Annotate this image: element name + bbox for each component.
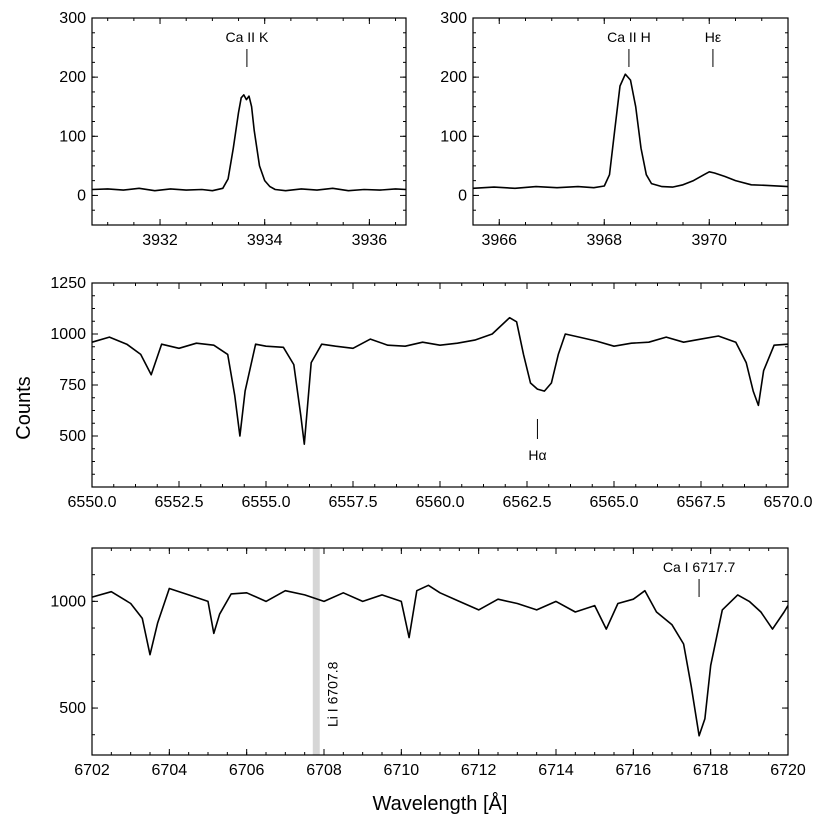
x-tick-label: 6708 bbox=[306, 762, 342, 779]
y-tick-label: 300 bbox=[440, 10, 467, 27]
x-tick-label: 3968 bbox=[586, 232, 622, 249]
panel-h-alpha: 6550.0 6552.5 6555.0 6557.5 6560.0 6562.5 6565… bbox=[50, 275, 812, 511]
x-tick-label: 6716 bbox=[616, 762, 652, 779]
panel-ca-ii-k: 3932 3934 3936 0 100 200 300 Ca II K bbox=[59, 10, 407, 249]
x-tick-label: 6567.5 bbox=[677, 494, 726, 511]
x-tick-label: 6702 bbox=[74, 762, 110, 779]
annotation-label: Ca I 6717.7 bbox=[663, 559, 736, 575]
band-label: Li I 6707.8 bbox=[324, 661, 340, 727]
y-tick-label: 0 bbox=[458, 187, 467, 204]
y-tick-label: 1000 bbox=[50, 326, 86, 343]
y-tick-label: 200 bbox=[59, 69, 86, 86]
y-tick-label: 0 bbox=[77, 187, 86, 204]
y-tick-label: 500 bbox=[59, 700, 86, 717]
x-tick-label: 6706 bbox=[229, 762, 265, 779]
x-tick-label: 3966 bbox=[481, 232, 517, 249]
x-tick-label: 6552.5 bbox=[155, 494, 204, 511]
y-tick-label: 750 bbox=[59, 377, 86, 394]
axes-frame-li-i bbox=[91, 547, 789, 756]
x-tick-label: 6555.0 bbox=[242, 494, 291, 511]
y-tick-label: 300 bbox=[59, 10, 86, 27]
x-tick-label: 6718 bbox=[693, 762, 729, 779]
x-tick-label: 3970 bbox=[691, 232, 727, 249]
y-tick-label: 100 bbox=[440, 128, 467, 145]
x-axis-label: Wavelength [Å] bbox=[373, 792, 508, 815]
y-tick-label: 1000 bbox=[50, 593, 86, 610]
annotation-label: Hε bbox=[705, 29, 721, 45]
x-tick-label: 6557.5 bbox=[329, 494, 378, 511]
band-li-i bbox=[312, 548, 320, 755]
axes-frame-ca-ii-h bbox=[472, 17, 789, 226]
x-tick-label: 6720 bbox=[770, 762, 806, 779]
annotation-label: Hα bbox=[528, 447, 546, 463]
x-tick-label: 6710 bbox=[384, 762, 420, 779]
x-tick-label: 6560.0 bbox=[416, 494, 465, 511]
axes-frame-ca-ii-k bbox=[91, 17, 407, 226]
spectrum-line-li-i bbox=[91, 584, 789, 737]
x-tick-label: 6550.0 bbox=[68, 494, 117, 511]
x-tick-label: 6565.0 bbox=[590, 494, 639, 511]
spectrum-line-ca-ii-k bbox=[91, 94, 407, 192]
panel-ca-ii-h: 3966 3968 3970 0 100 200 300 Ca II H Hε bbox=[440, 10, 789, 249]
spectrum-line-ca-ii-h bbox=[472, 73, 789, 190]
x-tick-label: 3932 bbox=[142, 232, 178, 249]
x-tick-label: 3934 bbox=[247, 232, 283, 249]
x-tick-label: 3936 bbox=[352, 232, 388, 249]
annotation-label: Ca II K bbox=[226, 29, 269, 45]
axes-frame-h-alpha bbox=[91, 282, 789, 488]
annotation-label: Ca II H bbox=[607, 29, 651, 45]
x-tick-label: 6714 bbox=[538, 762, 574, 779]
y-tick-label: 1250 bbox=[50, 275, 86, 292]
x-tick-label: 6562.5 bbox=[503, 494, 552, 511]
y-tick-label: 200 bbox=[440, 69, 467, 86]
y-tick-label: 100 bbox=[59, 128, 86, 145]
y-tick-label: 500 bbox=[59, 428, 86, 445]
y-axis-label: Counts bbox=[13, 376, 35, 439]
x-tick-label: 6704 bbox=[152, 762, 188, 779]
spectrum-line-h-alpha bbox=[91, 316, 789, 445]
x-tick-label: 6712 bbox=[461, 762, 497, 779]
panel-li-i: Li I 6707.8 6702 6704 6706 6708 6710 6712 6714 6… bbox=[50, 547, 806, 779]
x-tick-label: 6570.0 bbox=[764, 494, 813, 511]
